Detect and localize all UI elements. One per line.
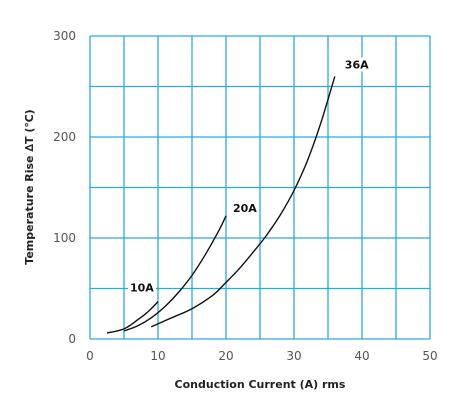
series-lines — [106, 76, 336, 334]
y-axis-title: Temperature Rise ∆T (℃) — [23, 109, 36, 264]
x-tick-label: 50 — [422, 349, 437, 363]
series-line-20a — [123, 215, 227, 332]
series-labels: 10A 20A 36A — [128, 57, 371, 295]
series-line-36a — [150, 76, 336, 328]
x-tick-label: 40 — [354, 349, 369, 363]
y-tick-label: 200 — [53, 130, 76, 144]
grid — [89, 35, 431, 340]
series-line-10a — [106, 301, 159, 334]
y-tick-label: 100 — [53, 231, 76, 245]
y-tick-label: 0 — [68, 332, 76, 346]
series-label-background — [342, 57, 371, 72]
series-label-10a: 10A — [130, 282, 154, 295]
tick-labels: 0 10 20 30 40 50 0 100 200 300 — [53, 29, 438, 363]
x-tick-label: 30 — [286, 349, 301, 363]
x-tick-label: 10 — [150, 349, 165, 363]
x-axis-title: Conduction Current (A) rms — [175, 378, 346, 391]
series-label-background — [231, 200, 259, 215]
series-label-20a: 20A — [233, 202, 257, 215]
y-tick-label: 300 — [53, 29, 76, 43]
x-tick-label: 20 — [218, 349, 233, 363]
x-tick-label: 0 — [86, 349, 94, 363]
series-label-36a: 36A — [345, 58, 369, 71]
series-label-background — [128, 280, 156, 295]
